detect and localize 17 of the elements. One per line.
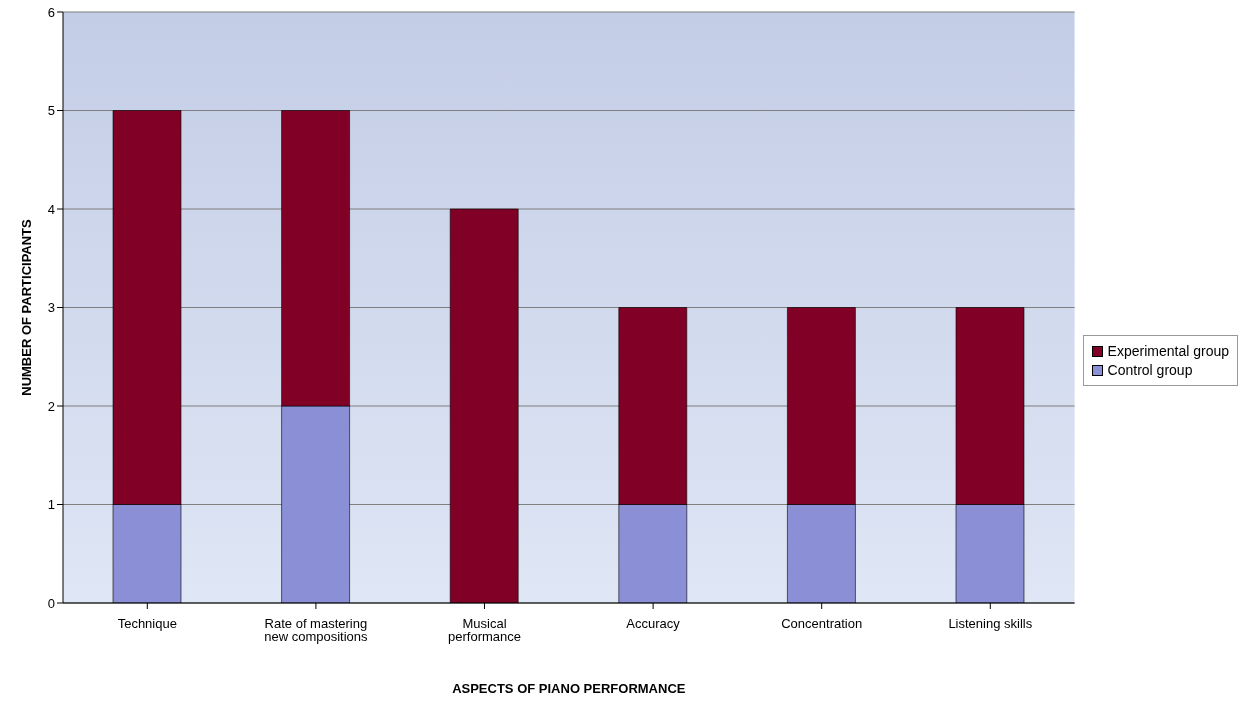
x-tick-label: Musical performance [448, 616, 521, 645]
y-tick-label: 2 [47, 398, 55, 414]
x-tick-label: Rate of mastering new compositions [264, 616, 369, 645]
y-tick-label: 3 [47, 300, 55, 316]
x-axis-title: ASPECTS OF PIANO PERFORMANCE [452, 681, 686, 696]
y-tick-label: 4 [47, 201, 55, 217]
y-tick-label: 1 [47, 497, 55, 513]
legend-label: Control group [1107, 362, 1193, 378]
x-tick-label: Technique [117, 616, 177, 632]
x-tick-label: Listening skills [948, 616, 1033, 632]
y-tick-label: 5 [47, 103, 55, 119]
y-tick-label: 6 [47, 4, 55, 20]
legend-label: Experimental group [1107, 343, 1229, 359]
x-tick-label: Accuracy [626, 616, 681, 632]
y-tick-label: 0 [47, 595, 55, 611]
x-tick-label: Concentration [781, 616, 863, 632]
y-axis-title: NUMBER OF PARTICIPANTS [18, 218, 34, 396]
